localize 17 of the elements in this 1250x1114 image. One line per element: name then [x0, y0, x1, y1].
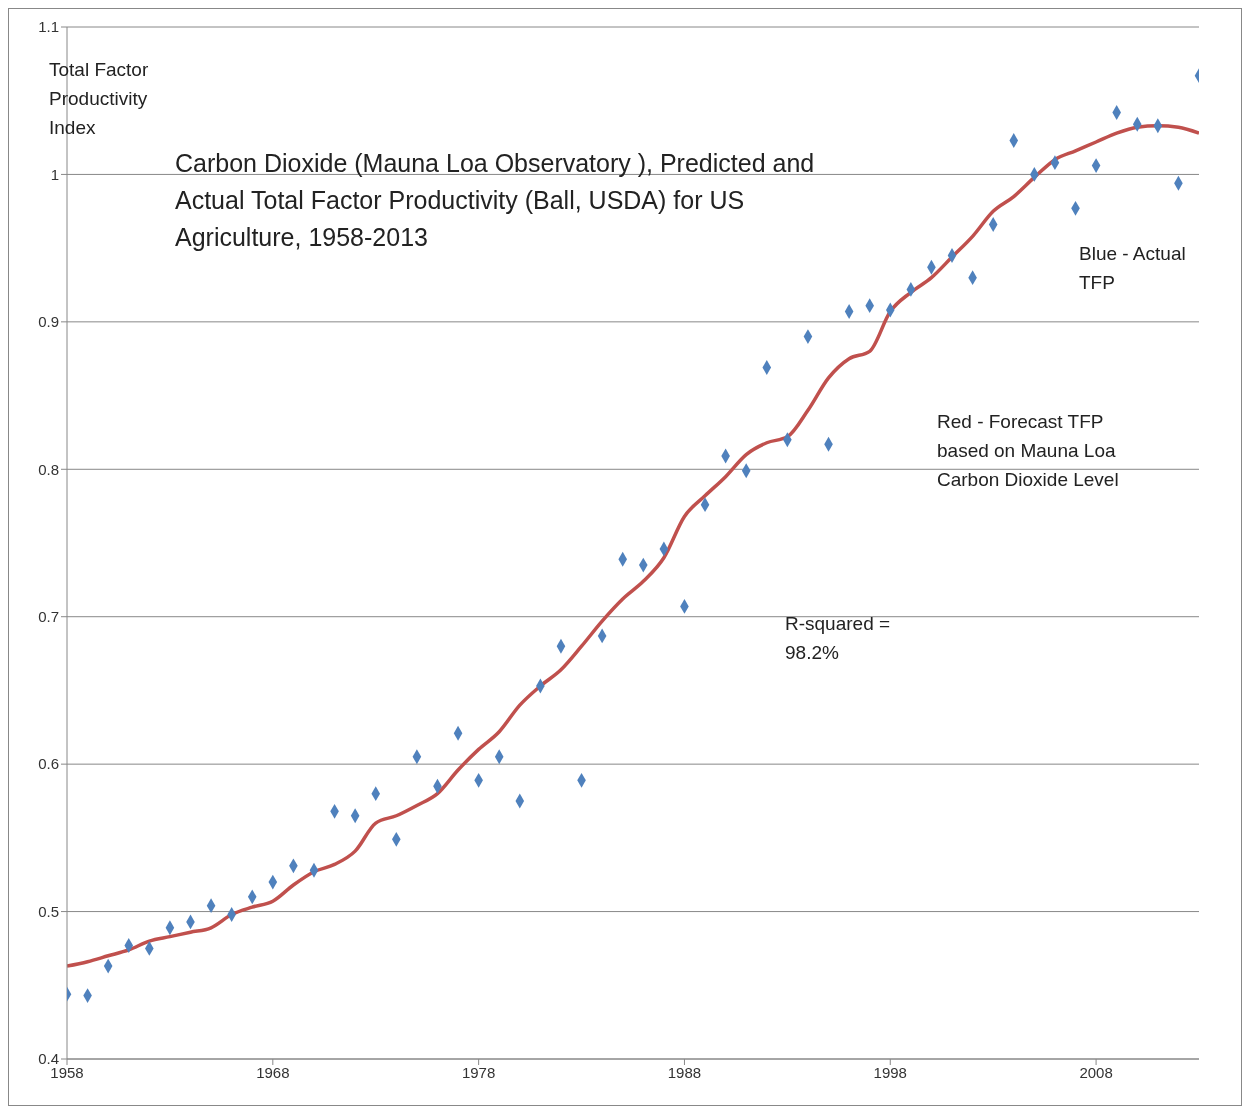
x-tick-label: 2008 [1079, 1063, 1113, 1081]
annotation: Red - Forecast TFP based on Mauna Loa Carbon Dioxide Level [937, 410, 1120, 492]
y-tick-label: 0.6 [38, 755, 59, 773]
annotation: Blue - Actual TFP [1079, 242, 1187, 295]
y-tick-label: 1.1 [38, 18, 59, 36]
x-tick-label: 1998 [873, 1063, 907, 1081]
x-tick-label: 1978 [461, 1063, 496, 1081]
y-tick-label: 0.9 [38, 313, 59, 331]
y-tick-label: 0.5 [38, 902, 59, 920]
text: Carbon Dioxide (Mauna Loa Observatory ), Predicted and Actual Total Factor Productivity (Ball, USDA) for US Agriculture, 1958-2013 [175, 148, 816, 253]
x-tick-label: 1988 [667, 1063, 702, 1081]
x-tick-label: 1968 [256, 1063, 290, 1081]
y-axis-title: Total Factor Productivity Index [49, 58, 150, 140]
y-tick-label: 0.7 [38, 608, 59, 626]
y-tick-label: 0.8 [38, 460, 59, 478]
annotation: R-squared = 98.2% [785, 612, 892, 665]
y-tick-label: 1 [50, 165, 59, 183]
